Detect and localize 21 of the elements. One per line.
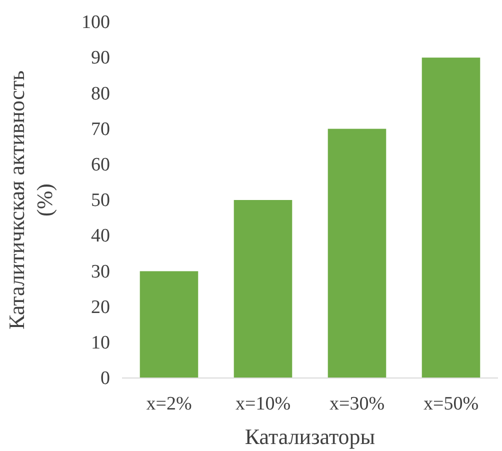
y-tick-label: 30 — [91, 261, 110, 282]
x-tick-label: x=2% — [146, 393, 192, 414]
y-tick-label: 50 — [91, 190, 110, 212]
bar — [328, 128, 386, 378]
x-tick-label: x=10% — [235, 393, 291, 414]
x-tick-label: x=30% — [329, 393, 385, 414]
y-axis-title: Каталитичкская активность (%) — [4, 70, 57, 330]
y-tick-label: 40 — [91, 226, 110, 247]
y-tick-label: 0 — [100, 368, 110, 390]
bar — [422, 58, 480, 378]
y-tick-label: 70 — [91, 118, 110, 140]
y-tick-label: 80 — [91, 83, 110, 104]
bar — [234, 200, 292, 378]
y-tick-label: 100 — [82, 12, 110, 34]
y-tick-label: 60 — [91, 154, 110, 176]
x-tick-label: x=50% — [423, 393, 479, 414]
y-tick-label: 90 — [91, 48, 110, 69]
y-tick-label: 20 — [91, 296, 110, 318]
y-tick-label: 10 — [91, 332, 110, 354]
x-axis-title: Катализаторы — [244, 424, 376, 449]
bar — [140, 271, 198, 378]
